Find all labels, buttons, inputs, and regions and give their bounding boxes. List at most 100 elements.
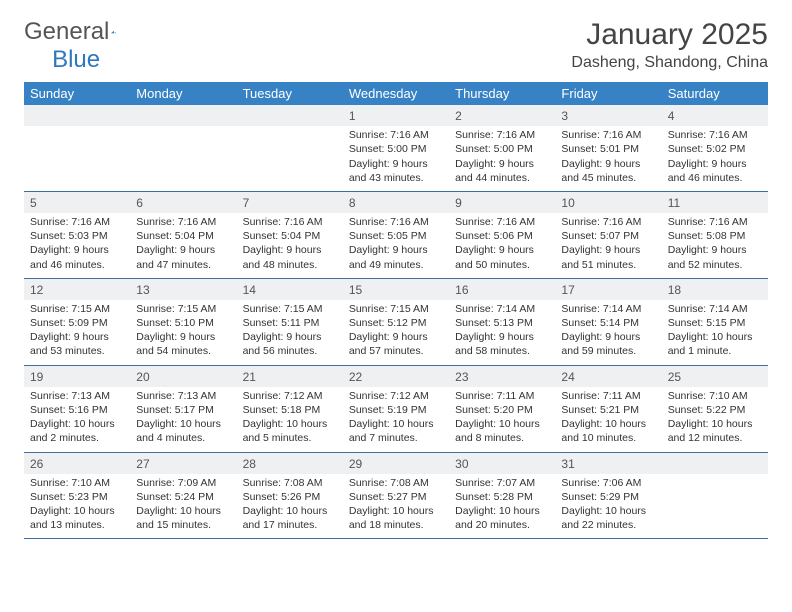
sunrise-line: Sunrise: 7:12 AM (243, 389, 337, 403)
date-number: 4 (662, 105, 768, 126)
daylight-line: Daylight: 9 hours and 51 minutes. (561, 243, 655, 271)
calendar-week: 5Sunrise: 7:16 AMSunset: 5:03 PMDaylight… (24, 192, 768, 279)
daylight-line: Daylight: 10 hours and 15 minutes. (136, 504, 230, 532)
sunrise-line: Sunrise: 7:15 AM (30, 302, 124, 316)
date-number: 26 (24, 453, 130, 474)
calendar-cell: 28Sunrise: 7:08 AMSunset: 5:26 PMDayligh… (237, 453, 343, 539)
date-number: . (130, 105, 236, 126)
sunrise-line: Sunrise: 7:16 AM (668, 128, 762, 142)
daylight-line: Daylight: 9 hours and 54 minutes. (136, 330, 230, 358)
date-number: 12 (24, 279, 130, 300)
daylight-line: Daylight: 9 hours and 58 minutes. (455, 330, 549, 358)
sunset-line: Sunset: 5:11 PM (243, 316, 337, 330)
calendar-cell: 20Sunrise: 7:13 AMSunset: 5:17 PMDayligh… (130, 366, 236, 452)
date-number: 10 (555, 192, 661, 213)
sunrise-line: Sunrise: 7:16 AM (30, 215, 124, 229)
sunrise-line: Sunrise: 7:13 AM (30, 389, 124, 403)
calendar-cell: 31Sunrise: 7:06 AMSunset: 5:29 PMDayligh… (555, 453, 661, 539)
brand-part2: Blue (52, 46, 100, 73)
daylight-line: Daylight: 10 hours and 13 minutes. (30, 504, 124, 532)
calendar-cell: 29Sunrise: 7:08 AMSunset: 5:27 PMDayligh… (343, 453, 449, 539)
calendar-cell: 7Sunrise: 7:16 AMSunset: 5:04 PMDaylight… (237, 192, 343, 278)
sunset-line: Sunset: 5:22 PM (668, 403, 762, 417)
cell-body: Sunrise: 7:14 AMSunset: 5:13 PMDaylight:… (449, 300, 555, 365)
daylight-line: Daylight: 9 hours and 53 minutes. (30, 330, 124, 358)
cell-body: Sunrise: 7:15 AMSunset: 5:12 PMDaylight:… (343, 300, 449, 365)
calendar-cell: 25Sunrise: 7:10 AMSunset: 5:22 PMDayligh… (662, 366, 768, 452)
cell-body: Sunrise: 7:16 AMSunset: 5:06 PMDaylight:… (449, 213, 555, 278)
sunset-line: Sunset: 5:27 PM (349, 490, 443, 504)
weekday-wed: Wednesday (343, 82, 449, 105)
sunrise-line: Sunrise: 7:11 AM (561, 389, 655, 403)
sunrise-line: Sunrise: 7:15 AM (349, 302, 443, 316)
calendar-cell: 1Sunrise: 7:16 AMSunset: 5:00 PMDaylight… (343, 105, 449, 191)
date-number: 22 (343, 366, 449, 387)
sunset-line: Sunset: 5:16 PM (30, 403, 124, 417)
calendar-cell: 14Sunrise: 7:15 AMSunset: 5:11 PMDayligh… (237, 279, 343, 365)
sunrise-line: Sunrise: 7:16 AM (349, 128, 443, 142)
date-number: 3 (555, 105, 661, 126)
daylight-line: Daylight: 10 hours and 1 minute. (668, 330, 762, 358)
sunrise-line: Sunrise: 7:16 AM (561, 128, 655, 142)
calendar-cell: . (130, 105, 236, 191)
date-number: 25 (662, 366, 768, 387)
calendar-cell: 30Sunrise: 7:07 AMSunset: 5:28 PMDayligh… (449, 453, 555, 539)
weekday-sat: Saturday (662, 82, 768, 105)
daylight-line: Daylight: 9 hours and 52 minutes. (668, 243, 762, 271)
date-number: 23 (449, 366, 555, 387)
sunset-line: Sunset: 5:13 PM (455, 316, 549, 330)
cell-body: Sunrise: 7:15 AMSunset: 5:10 PMDaylight:… (130, 300, 236, 365)
weekday-sun: Sunday (24, 82, 130, 105)
cell-body: Sunrise: 7:06 AMSunset: 5:29 PMDaylight:… (555, 474, 661, 539)
daylight-line: Daylight: 9 hours and 57 minutes. (349, 330, 443, 358)
cell-body: Sunrise: 7:16 AMSunset: 5:04 PMDaylight:… (237, 213, 343, 278)
sunset-line: Sunset: 5:28 PM (455, 490, 549, 504)
date-number: 29 (343, 453, 449, 474)
weekday-header: Sunday Monday Tuesday Wednesday Thursday… (24, 82, 768, 105)
date-number: 31 (555, 453, 661, 474)
calendar-cell: . (24, 105, 130, 191)
daylight-line: Daylight: 10 hours and 7 minutes. (349, 417, 443, 445)
calendar-cell: 11Sunrise: 7:16 AMSunset: 5:08 PMDayligh… (662, 192, 768, 278)
date-number: . (24, 105, 130, 126)
sunrise-line: Sunrise: 7:16 AM (243, 215, 337, 229)
date-number: 11 (662, 192, 768, 213)
cell-body: Sunrise: 7:07 AMSunset: 5:28 PMDaylight:… (449, 474, 555, 539)
cell-body: Sunrise: 7:16 AMSunset: 5:01 PMDaylight:… (555, 126, 661, 191)
date-number: 24 (555, 366, 661, 387)
date-number: 5 (24, 192, 130, 213)
sunrise-line: Sunrise: 7:16 AM (136, 215, 230, 229)
calendar-cell: 5Sunrise: 7:16 AMSunset: 5:03 PMDaylight… (24, 192, 130, 278)
weekday-thu: Thursday (449, 82, 555, 105)
calendar-cell: 18Sunrise: 7:14 AMSunset: 5:15 PMDayligh… (662, 279, 768, 365)
calendar-week: 26Sunrise: 7:10 AMSunset: 5:23 PMDayligh… (24, 453, 768, 540)
calendar-cell: 3Sunrise: 7:16 AMSunset: 5:01 PMDaylight… (555, 105, 661, 191)
sunset-line: Sunset: 5:24 PM (136, 490, 230, 504)
daylight-line: Daylight: 10 hours and 4 minutes. (136, 417, 230, 445)
daylight-line: Daylight: 10 hours and 2 minutes. (30, 417, 124, 445)
sunrise-line: Sunrise: 7:14 AM (668, 302, 762, 316)
date-number: 9 (449, 192, 555, 213)
cell-body: Sunrise: 7:10 AMSunset: 5:22 PMDaylight:… (662, 387, 768, 452)
weekday-fri: Friday (555, 82, 661, 105)
daylight-line: Daylight: 10 hours and 17 minutes. (243, 504, 337, 532)
daylight-line: Daylight: 9 hours and 49 minutes. (349, 243, 443, 271)
daylight-line: Daylight: 9 hours and 50 minutes. (455, 243, 549, 271)
calendar: Sunday Monday Tuesday Wednesday Thursday… (24, 82, 768, 539)
calendar-cell: 17Sunrise: 7:14 AMSunset: 5:14 PMDayligh… (555, 279, 661, 365)
cell-body: Sunrise: 7:09 AMSunset: 5:24 PMDaylight:… (130, 474, 236, 539)
calendar-cell: 4Sunrise: 7:16 AMSunset: 5:02 PMDaylight… (662, 105, 768, 191)
cell-body: Sunrise: 7:16 AMSunset: 5:07 PMDaylight:… (555, 213, 661, 278)
sunset-line: Sunset: 5:00 PM (349, 142, 443, 156)
calendar-cell: 24Sunrise: 7:11 AMSunset: 5:21 PMDayligh… (555, 366, 661, 452)
daylight-line: Daylight: 10 hours and 12 minutes. (668, 417, 762, 445)
sunset-line: Sunset: 5:04 PM (136, 229, 230, 243)
calendar-cell: 22Sunrise: 7:12 AMSunset: 5:19 PMDayligh… (343, 366, 449, 452)
sunrise-line: Sunrise: 7:09 AM (136, 476, 230, 490)
calendar-cell: . (662, 453, 768, 539)
daylight-line: Daylight: 9 hours and 59 minutes. (561, 330, 655, 358)
daylight-line: Daylight: 10 hours and 5 minutes. (243, 417, 337, 445)
calendar-cell: . (237, 105, 343, 191)
date-number: 1 (343, 105, 449, 126)
date-number: 18 (662, 279, 768, 300)
